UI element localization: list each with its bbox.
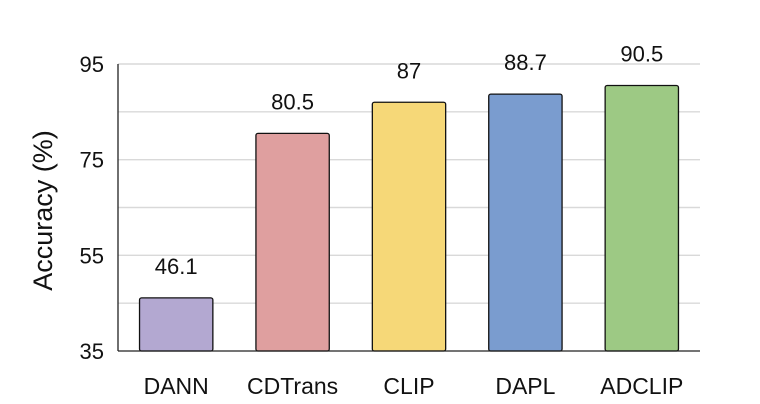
y-axis-title: Accuracy (%) [28, 130, 58, 291]
y-tick-label-95: 95 [80, 52, 104, 77]
x-tick-label-adclip: ADCLIP [600, 373, 683, 399]
value-label-clip: 87 [397, 58, 421, 83]
x-tick-label-dapl: DAPL [495, 373, 555, 399]
bar-dann [138, 297, 214, 352]
bar-clip [371, 101, 447, 352]
axis-layer [117, 64, 700, 352]
bar-adclip [604, 84, 680, 352]
y-tick-label-75: 75 [80, 148, 104, 173]
x-tick-label-dann: DANN [144, 373, 209, 399]
y-tick-label-55: 55 [80, 243, 104, 268]
value-label-dapl: 88.7 [504, 50, 547, 75]
y-tick-label-35: 35 [80, 339, 104, 364]
value-label-dann: 46.1 [155, 254, 198, 279]
x-tick-label-cdtrans: CDTrans [247, 373, 338, 399]
bar-layer [138, 84, 680, 352]
value-label-adclip: 90.5 [620, 42, 663, 67]
label-layer: 35 55 75 95 46.1 DANN 80.5 CDTrans 87 CLIP 88.7 DAP… [80, 42, 684, 399]
bar-cdtrans [255, 132, 330, 352]
value-label-cdtrans: 80.5 [271, 89, 314, 114]
bar-dapl [488, 93, 563, 352]
x-tick-label-clip: CLIP [383, 373, 434, 399]
